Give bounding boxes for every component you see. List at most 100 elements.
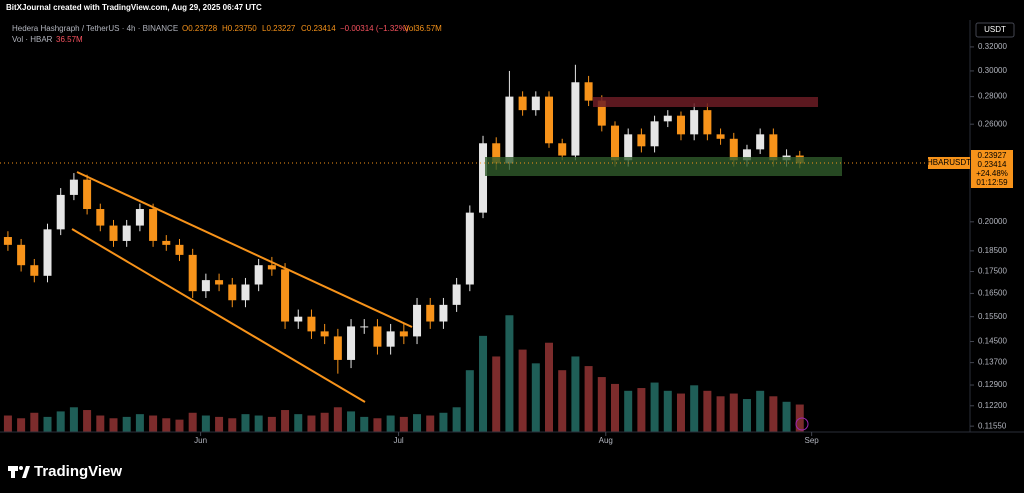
candle-body: [17, 244, 26, 266]
volume-bar: [756, 390, 765, 432]
candle-body: [729, 138, 738, 161]
candle-body: [294, 316, 303, 322]
price-tag-text: 01:12:59: [976, 178, 1008, 187]
candle-body: [201, 280, 210, 292]
volume-bar: [175, 419, 184, 432]
candle-body: [228, 284, 237, 301]
y-tick-label: 0.14500: [978, 337, 1007, 346]
title: Hedera Hashgraph / TetherUS · 4h · BINAN…: [12, 24, 178, 33]
volume-bar: [228, 418, 237, 432]
volume-bar: [769, 396, 778, 432]
x-tick-label: Sep: [805, 436, 820, 445]
volume-bar: [96, 415, 105, 432]
volume-bar: [545, 342, 554, 432]
volume-bar: [676, 393, 685, 432]
volume-bar: [558, 370, 567, 432]
volume-bar: [479, 335, 488, 432]
volume-bar: [610, 383, 619, 432]
volume-bar: [241, 414, 250, 432]
volume-bar: [624, 390, 633, 432]
candle-body: [479, 143, 488, 213]
y-tick-label: 0.13700: [978, 358, 1007, 367]
candle-body: [452, 284, 461, 305]
volume-bar: [281, 410, 290, 432]
volume-bar: [373, 418, 382, 432]
candle-body: [413, 304, 422, 337]
candle-body: [756, 134, 765, 150]
volume-bar: [465, 370, 474, 432]
y-tick-label: 0.15500: [978, 312, 1007, 321]
price-tag-text: 0.23927: [978, 151, 1007, 160]
volume-bar: [716, 396, 725, 432]
volume-bar: [333, 407, 342, 432]
candle-body: [492, 143, 501, 164]
ohlc-legend: L0.23227: [262, 24, 296, 33]
volume-bar: [149, 415, 158, 432]
y-tick-label: 0.32000: [978, 42, 1007, 51]
candle-body: [135, 209, 144, 226]
volume-bar: [703, 390, 712, 432]
x-tick-label: Aug: [599, 436, 613, 445]
candle-body: [769, 134, 778, 161]
y-tick-label: 0.11550: [978, 421, 1007, 430]
channel-upper: [76, 171, 413, 328]
candle-body: [703, 110, 712, 135]
candle-body: [426, 304, 435, 322]
candle-body: [122, 225, 131, 241]
price-tag: [971, 150, 1013, 188]
unit-box: [975, 22, 1015, 38]
volume-bar: [267, 416, 276, 432]
candle-body: [109, 225, 118, 241]
resistance-zone: [593, 97, 818, 107]
y-tick-label: 0.16500: [978, 289, 1007, 298]
volume-bar: [122, 416, 131, 432]
volume-bar: [135, 414, 144, 432]
brand: TradingView: [34, 463, 122, 480]
candle-body: [531, 96, 540, 111]
candle-body: [307, 316, 316, 332]
candle-body: [3, 237, 12, 245]
candle-body: [386, 331, 395, 347]
candle-body: [597, 100, 606, 126]
volume-bar: [188, 412, 197, 432]
candle-body: [360, 326, 369, 328]
volume-bar: [531, 363, 540, 432]
candle-body: [347, 326, 356, 360]
event-icon: [795, 417, 809, 431]
candle-body: [571, 82, 580, 156]
candle-body: [333, 336, 342, 360]
candle-body: [43, 229, 52, 276]
candle-body: [505, 96, 514, 164]
volume-bar: [571, 356, 580, 432]
candle-body: [545, 96, 554, 144]
volume-bar: [30, 412, 39, 432]
volume-bar: [439, 412, 448, 432]
volume-bar: [399, 416, 408, 432]
candle-body: [716, 134, 725, 139]
ohlc-legend: −0.00314 (−1.32%): [340, 24, 409, 33]
volume-bar: [307, 415, 316, 432]
volume-bar: [320, 412, 329, 432]
volume-bar: [294, 414, 303, 432]
candle-body: [584, 82, 593, 101]
y-tick-label: 0.18500: [978, 246, 1007, 255]
candle-body: [96, 209, 105, 226]
volume-bar: [584, 366, 593, 432]
volume-bar: [215, 416, 224, 432]
y-tick-label: 0.12200: [978, 401, 1007, 410]
ohlc-legend: Vol36.57M: [404, 24, 442, 33]
candle-body: [558, 143, 567, 156]
volume-bar: [162, 418, 171, 432]
ohlc-legend: C0.23414: [301, 24, 336, 33]
y-tick-label: 0.26000: [978, 119, 1007, 128]
candle-body: [399, 331, 408, 337]
volume-bar: [452, 407, 461, 432]
candle-body: [69, 179, 78, 195]
candle-body: [373, 326, 382, 347]
candle-body: [56, 194, 65, 230]
volume-bar: [782, 401, 791, 432]
volume-bar: [56, 411, 65, 432]
volume-bar: [426, 415, 435, 432]
candle-body: [465, 212, 474, 285]
